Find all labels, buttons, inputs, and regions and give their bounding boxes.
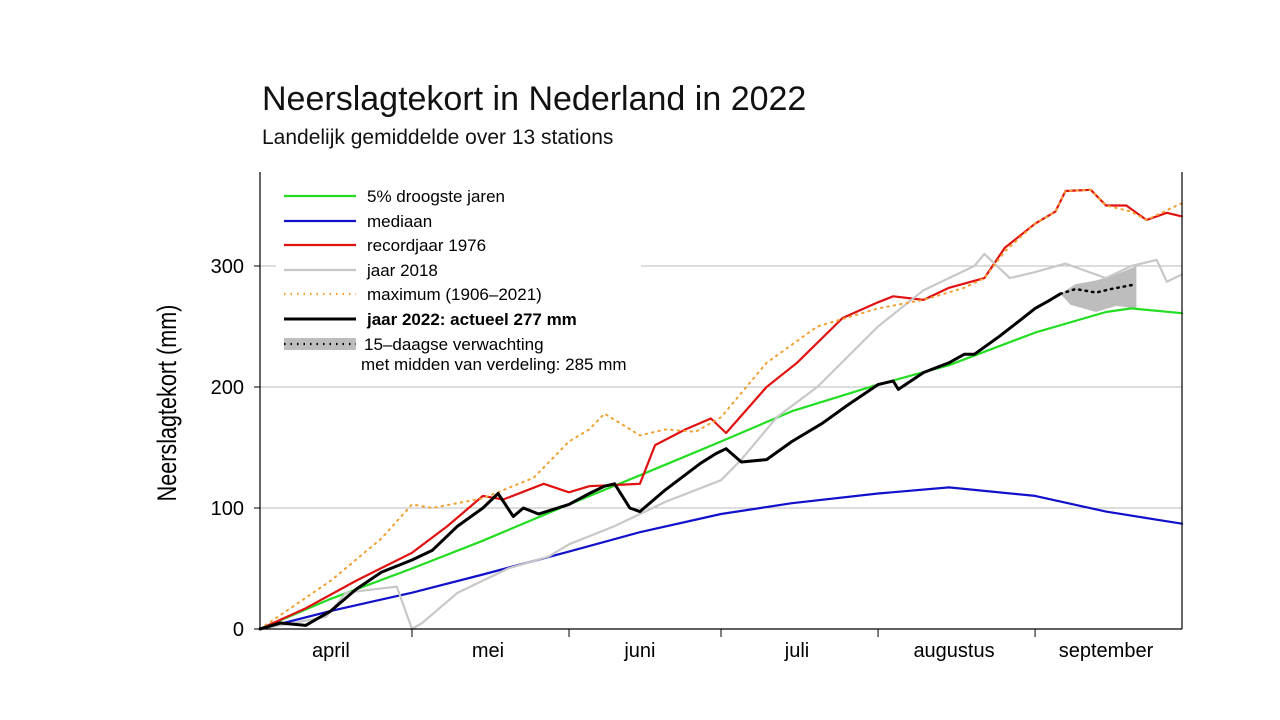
legend-item-3: jaar 2018 [284,261,438,280]
legend-item-5: jaar 2022: actueel 277 mm [284,310,577,329]
forecast-band [1060,266,1137,312]
series-line-6 [1059,282,1138,296]
legend-item-6: 15–daagse verwachting met midden van verd… [284,335,627,374]
x-tick-label-juli: juli [784,640,809,662]
y-tick-label: 0 [233,619,244,641]
forecast-band-layer [1060,266,1137,312]
y-tick-label: 300 [211,256,244,278]
x-tick-label-mei: mei [472,640,504,662]
legend-label: recordjaar 1976 [367,236,486,255]
chart-title: Neerslagtekort in Nederland in 2022 [262,80,807,118]
legend-item-2: recordjaar 1976 [284,236,486,255]
legend-band-swatch [284,338,356,350]
legend-label: jaar 2018 [366,261,438,280]
axes: 0 100 200 300 april mei juni juli augustus septem… [153,172,1183,662]
chart-subtitle: Landelijk gemiddelde over 13 stations [262,126,614,149]
legend-label: jaar 2022: actueel 277 mm [366,310,577,329]
y-tick-label: 200 [211,377,244,399]
series-line-4 [259,188,1183,630]
x-tick-label-juni: juni [623,640,655,662]
y-axis-label: Neerslagtekort (mm) [153,305,183,502]
series-line-5 [258,292,1062,631]
legend-label: maximum (1906–2021) [367,285,542,304]
x-tick-label-april: april [312,640,350,662]
legend-label: 15–daagse verwachting met midden van verd… [361,335,627,374]
series-layer [258,188,1184,631]
y-tick-label: 100 [211,498,244,520]
legend-label: 5% droogste jaren [367,187,505,206]
legend: 5% droogste jaren mediaan recordjaar 1976 j… [276,174,641,379]
x-tick-label-augustus: augustus [913,640,994,662]
legend-item-4: maximum (1906–2021) [284,285,542,304]
series-line-1 [258,486,1184,631]
legend-item-0: 5% droogste jaren [284,187,505,206]
x-tick-label-september: september [1059,640,1154,662]
series-line-3 [258,252,1184,631]
series-line-0 [258,307,1184,631]
legend-item-1: mediaan [284,212,432,231]
legend-label: mediaan [367,212,432,231]
